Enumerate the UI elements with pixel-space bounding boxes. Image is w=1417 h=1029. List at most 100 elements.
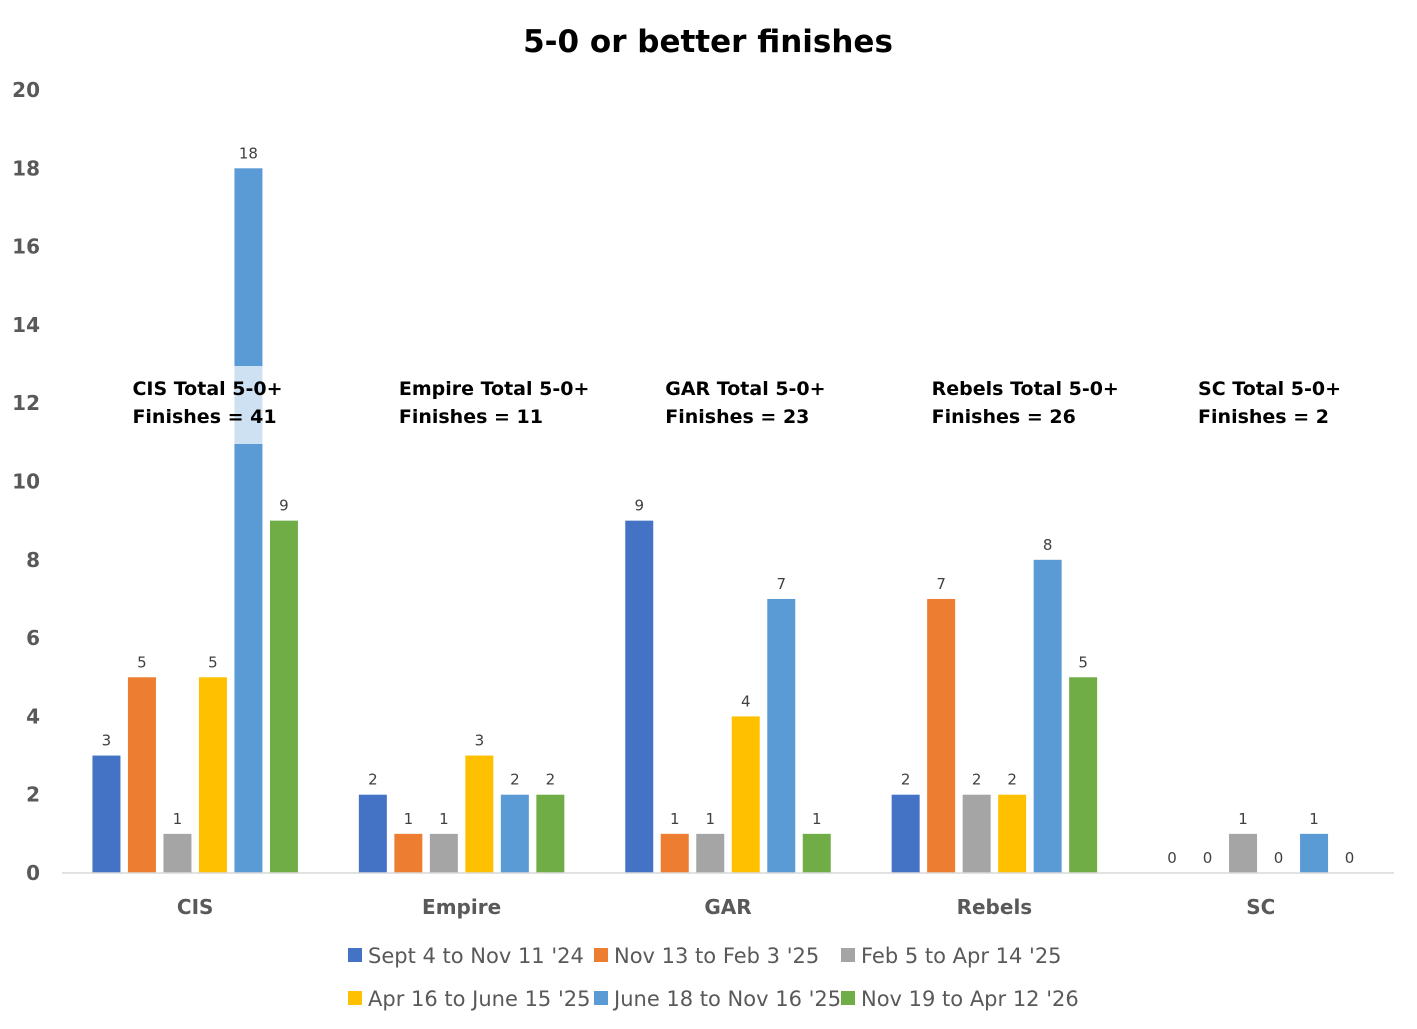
x-axis: CIS Empire GAR Rebels SC [177, 895, 1275, 919]
annotation-background [1192, 366, 1333, 444]
data-label: 8 [1043, 536, 1053, 554]
y-tick-label: 4 [26, 704, 40, 728]
bar-gar-series-3 [696, 833, 725, 873]
x-tick-label: SC [1246, 895, 1275, 919]
data-label: 7 [776, 575, 786, 593]
data-label: 1 [404, 810, 414, 828]
bar-cis-series-5 [234, 168, 263, 874]
data-label: 2 [368, 771, 378, 789]
data-label: 1 [1309, 810, 1319, 828]
data-label: 2 [510, 771, 520, 789]
data-label: 18 [239, 144, 258, 162]
y-tick-label: 14 [12, 313, 40, 337]
chart-title: 5-0 or better finishes [523, 24, 893, 60]
annotation-background [126, 366, 267, 444]
data-label: 9 [634, 497, 644, 515]
data-label: 2 [972, 771, 982, 789]
x-tick-label: CIS [177, 895, 214, 919]
data-label: 4 [741, 692, 751, 710]
y-tick-label: 2 [26, 783, 40, 807]
data-label: 0 [1203, 849, 1213, 867]
data-label: 3 [475, 732, 485, 750]
annotation-line1: Empire Total 5-0+ [399, 378, 590, 400]
y-tick-label: 10 [12, 470, 40, 494]
data-label: 1 [705, 810, 715, 828]
y-axis: 0 2 4 6 8 10 12 14 16 18 20 [12, 78, 40, 885]
y-tick-label: 6 [26, 626, 40, 650]
legend-label: Apr 16 to June 15 '25 [368, 987, 590, 1011]
bar-sc-series-3 [1229, 833, 1258, 873]
y-tick-label: 8 [26, 548, 40, 572]
bar-rebels-series-1 [891, 794, 920, 873]
legend-label: June 18 to Nov 16 '25 [612, 987, 841, 1011]
y-tick-label: 20 [12, 78, 40, 102]
data-label: 1 [1238, 810, 1248, 828]
data-label: 5 [1078, 653, 1088, 671]
bar-empire-series-3 [429, 833, 458, 873]
bar-rebels-series-2 [927, 598, 956, 873]
bar-empire-series-4 [465, 755, 494, 873]
bar-empire-series-1 [358, 794, 387, 873]
bar-gar-series-4 [731, 716, 760, 873]
data-label: 0 [1274, 849, 1284, 867]
data-label: 1 [173, 810, 183, 828]
bar-cis-series-6 [269, 520, 298, 873]
annotation-line2: Finishes = 26 [932, 406, 1076, 428]
bar-cis-series-1 [92, 755, 121, 873]
bar-gar-series-2 [660, 833, 689, 873]
annotation-line2: Finishes = 23 [665, 406, 809, 428]
data-label: 0 [1167, 849, 1177, 867]
annotation-line1: Rebels Total 5-0+ [932, 378, 1119, 400]
y-tick-label: 12 [12, 391, 40, 415]
data-label: 1 [439, 810, 449, 828]
annotation-background [659, 366, 800, 444]
legend-swatch [841, 948, 855, 962]
y-tick-label: 0 [26, 861, 40, 885]
bar-cis-series-4 [198, 677, 227, 873]
legend-swatch [348, 991, 362, 1005]
data-label: 0 [1345, 849, 1355, 867]
annotation-line2: Finishes = 2 [1198, 406, 1329, 428]
bar-gar-series-6 [802, 833, 831, 873]
annotation-background [925, 366, 1066, 444]
y-tick-label: 16 [12, 235, 40, 259]
bar-empire-series-6 [536, 794, 565, 873]
bar-rebels-series-5 [1033, 559, 1062, 873]
data-label: 1 [812, 810, 822, 828]
bar-rebels-series-4 [998, 794, 1027, 873]
bar-cis-series-3 [163, 833, 192, 873]
bar-empire-series-5 [500, 794, 529, 873]
data-label: 3 [102, 732, 112, 750]
annotation-line1: CIS Total 5-0+ [132, 378, 282, 400]
annotation-line1: GAR Total 5-0+ [665, 378, 825, 400]
bar-rebels-series-6 [1069, 677, 1098, 873]
bar-cis-series-2 [127, 677, 156, 873]
data-label: 2 [546, 771, 556, 789]
legend-label: Nov 13 to Feb 3 '25 [614, 944, 819, 968]
data-label: 2 [901, 771, 911, 789]
annotation-line2: Finishes = 11 [399, 406, 543, 428]
data-label: 9 [279, 497, 289, 515]
annotation-line1: SC Total 5-0+ [1198, 378, 1341, 400]
x-tick-label: GAR [704, 895, 751, 919]
legend: Sept 4 to Nov 11 '24 Nov 13 to Feb 3 '25 F… [348, 944, 1079, 1011]
legend-label: Sept 4 to Nov 11 '24 [368, 944, 584, 968]
bar-gar-series-5 [767, 598, 796, 873]
annotations: CIS Total 5-0+ Finishes = 41 Empire Total … [126, 366, 1341, 444]
legend-swatch [594, 948, 608, 962]
bar-empire-series-2 [394, 833, 423, 873]
bar-sc-series-5 [1300, 833, 1329, 873]
legend-label: Nov 19 to Apr 12 '26 [861, 987, 1079, 1011]
data-label: 5 [208, 653, 218, 671]
legend-label: Feb 5 to Apr 14 '25 [861, 944, 1062, 968]
legend-swatch [348, 948, 362, 962]
bar-rebels-series-3 [962, 794, 991, 873]
y-tick-label: 18 [12, 156, 40, 180]
legend-swatch [841, 991, 855, 1005]
annotation-line2: Finishes = 41 [132, 406, 276, 428]
x-tick-label: Empire [422, 895, 501, 919]
legend-swatch [594, 991, 608, 1005]
bar-gar-series-1 [625, 520, 654, 873]
